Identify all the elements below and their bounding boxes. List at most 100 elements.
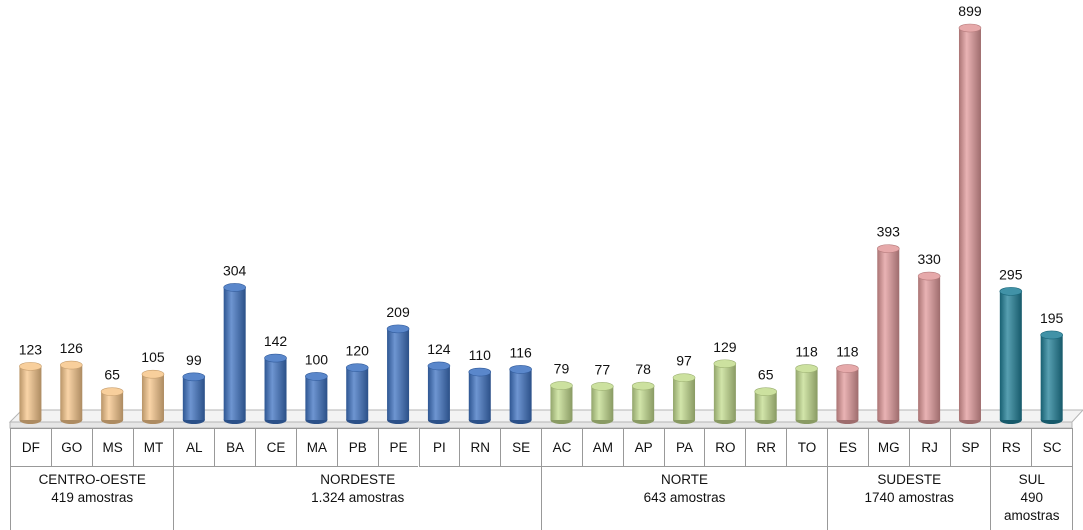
- data-label: 393: [877, 224, 901, 240]
- x-tick-label: PI: [418, 428, 460, 467]
- x-tick-label: MA: [295, 428, 337, 467]
- bar: [182, 376, 205, 420]
- bar-cap: [59, 360, 83, 370]
- x-tick-label: SE: [500, 428, 542, 467]
- data-label: 129: [713, 339, 737, 355]
- bar-cap: [223, 283, 246, 292]
- bar: [468, 372, 491, 420]
- group-name: SUDESTE: [877, 472, 942, 487]
- x-tick-label: RO: [704, 428, 746, 467]
- bar-cap: [100, 387, 124, 396]
- bar: [999, 291, 1022, 420]
- group-cell: NORDESTE 1.324 amostras: [173, 467, 541, 530]
- group-samples: 419 amostras: [51, 490, 134, 505]
- bar-cap: [631, 381, 655, 391]
- x-tick-label: PA: [663, 428, 705, 467]
- x-tick-label: PB: [336, 428, 378, 467]
- bar: [1040, 334, 1063, 420]
- data-label: 110: [469, 347, 492, 363]
- x-tick-label: RN: [459, 428, 501, 467]
- bar: [591, 386, 614, 420]
- bar: [836, 368, 859, 420]
- data-label: 195: [1040, 310, 1064, 326]
- bar-cap: [182, 372, 206, 382]
- x-tick-label: SC: [1031, 428, 1073, 467]
- bar: [264, 358, 287, 420]
- bar: [427, 365, 450, 420]
- bar: [346, 367, 369, 420]
- bar-cap: [999, 287, 1023, 296]
- x-tick-label: AC: [541, 428, 582, 467]
- bar: [754, 391, 777, 420]
- group-cell: CENTRO-OESTE 419 amostras: [10, 467, 173, 530]
- bar-cap: [427, 361, 451, 371]
- bar: [632, 385, 655, 420]
- bar: [509, 369, 532, 420]
- x-tick-label: ES: [827, 428, 868, 467]
- data-label: 118: [836, 344, 859, 360]
- bar: [713, 363, 736, 420]
- bar: [877, 248, 900, 420]
- x-tick-label: RJ: [908, 428, 950, 467]
- x-tick-label: GO: [50, 428, 92, 467]
- bar: [958, 28, 981, 420]
- data-label: 65: [758, 367, 774, 383]
- bar-cap: [386, 324, 410, 334]
- x-tick-label: MT: [132, 428, 174, 467]
- bar: [141, 374, 164, 420]
- x-tick-label: TO: [786, 428, 827, 467]
- group-name: NORTE: [661, 472, 709, 487]
- data-label: 304: [223, 262, 247, 278]
- group-cell: SUDESTE 1740 amostras: [827, 467, 990, 530]
- bar-cap: [795, 364, 818, 373]
- bar-cap: [305, 372, 328, 381]
- data-label: 120: [346, 343, 370, 359]
- data-label: 123: [19, 341, 43, 357]
- bar: [550, 385, 573, 420]
- x-tick-label: SP: [949, 428, 991, 467]
- bar-cap: [672, 373, 696, 383]
- x-tick-label: RS: [990, 428, 1032, 467]
- data-label: 899: [958, 3, 982, 19]
- bar-cap: [345, 363, 369, 372]
- bar: [101, 391, 124, 420]
- bar: [795, 368, 818, 420]
- bar-cap: [591, 382, 614, 391]
- group-samples: 1.324 amostras: [311, 490, 405, 505]
- bar-cap: [264, 353, 287, 363]
- data-label: 126: [60, 340, 84, 356]
- data-label: 78: [635, 361, 651, 377]
- bar-cap: [550, 381, 573, 390]
- x-tick-label: AM: [581, 428, 623, 467]
- x-tick-label: RR: [745, 428, 787, 467]
- data-label: 295: [999, 266, 1023, 282]
- bar: [60, 365, 83, 420]
- bar-cap: [468, 367, 492, 377]
- bar-cap: [754, 387, 778, 396]
- group-name: NORDESTE: [320, 472, 396, 487]
- data-label: 97: [676, 353, 692, 369]
- bar: [305, 376, 328, 420]
- bar: [673, 377, 696, 420]
- bar: [223, 287, 246, 420]
- group-name: SUL: [1018, 472, 1045, 487]
- data-label: 330: [917, 251, 941, 267]
- x-tick-label: PE: [377, 428, 419, 467]
- x-tick-label: BA: [214, 428, 256, 467]
- bar-cap: [836, 364, 859, 373]
- bar-cap: [19, 362, 42, 371]
- bar-cap: [713, 359, 737, 369]
- x-tick-label: AP: [622, 428, 664, 467]
- data-label: 65: [104, 367, 120, 383]
- x-tick-label: CE: [255, 428, 296, 467]
- group-samples: 1740 amostras: [864, 490, 954, 505]
- data-label: 209: [386, 304, 410, 320]
- data-label: 142: [264, 333, 288, 349]
- group-samples: 643 amostras: [643, 490, 726, 505]
- bar-cap: [1040, 330, 1063, 340]
- data-label: 124: [427, 341, 451, 357]
- data-label: 116: [509, 344, 532, 360]
- bar-cap: [958, 23, 982, 33]
